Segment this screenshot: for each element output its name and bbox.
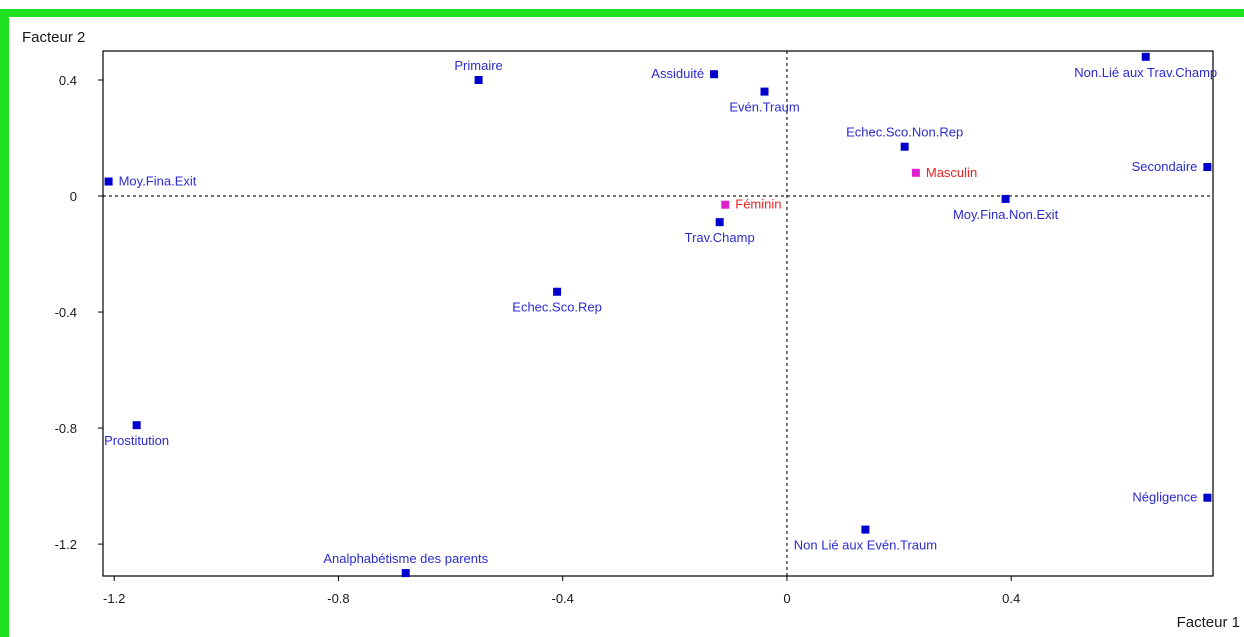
x-tick-label: -1.2 (103, 591, 125, 606)
data-point: Négligence (1132, 490, 1212, 505)
frame-left-border (0, 9, 9, 637)
x-tick-label: 0 (783, 591, 790, 606)
data-point: Non.Lié aux Trav.Champ (1074, 52, 1217, 80)
data-point: Assiduité (651, 66, 719, 81)
data-point: Masculin (911, 165, 977, 180)
data-point: Féminin (721, 197, 782, 212)
plot-border (102, 50, 1214, 577)
y-tick-label: 0 (70, 189, 77, 204)
point-label: Evén.Traum (729, 100, 799, 115)
plot-area (103, 51, 1213, 576)
point-marker (1141, 52, 1150, 61)
point-marker (861, 525, 870, 534)
point-label: Primaire (454, 58, 502, 73)
point-marker (132, 421, 141, 430)
data-point: Non Lié aux Evén.Traum (794, 525, 937, 553)
point-label: Prostitution (104, 433, 169, 448)
point-label: Trav.Champ (685, 230, 755, 245)
point-marker (1203, 493, 1212, 502)
point-marker (760, 87, 769, 96)
point-marker (911, 168, 920, 177)
point-marker (721, 200, 730, 209)
data-point: Trav.Champ (685, 218, 755, 245)
point-marker (401, 569, 410, 578)
x-axis-title: Facteur 1 (1177, 614, 1240, 631)
point-marker (1203, 163, 1212, 172)
point-label: Non Lié aux Evén.Traum (794, 538, 937, 553)
y-tick-label: -1.2 (55, 537, 77, 552)
point-label: Féminin (735, 197, 781, 212)
point-label: Assiduité (651, 66, 704, 81)
data-point: Analphabétisme des parents (323, 551, 489, 578)
data-point: Moy.Fina.Non.Exit (953, 194, 1059, 222)
x-tick-label: 0.4 (1002, 591, 1020, 606)
data-point: Prostitution (104, 421, 169, 448)
point-label: Echec.Sco.Non.Rep (846, 125, 963, 140)
point-label: Moy.Fina.Non.Exit (953, 207, 1059, 222)
point-label: Analphabétisme des parents (323, 551, 488, 566)
y-tick-label: -0.8 (55, 421, 77, 436)
point-marker (553, 287, 562, 296)
y-tick-label: -0.4 (55, 305, 77, 320)
point-marker (900, 142, 909, 151)
point-marker (715, 218, 724, 227)
point-marker (104, 177, 113, 186)
data-point: Echec.Sco.Non.Rep (846, 125, 963, 151)
x-tick-label: -0.8 (327, 591, 349, 606)
y-tick-label: 0.4 (59, 73, 77, 88)
point-marker (1001, 194, 1010, 203)
point-label: Masculin (926, 165, 977, 180)
data-point: Secondaire (1132, 159, 1212, 174)
data-point: Moy.Fina.Exit (104, 174, 197, 189)
frame-top-border (0, 9, 1244, 17)
point-label: Secondaire (1132, 159, 1198, 174)
data-point: Echec.Sco.Rep (512, 287, 602, 315)
point-marker (710, 70, 719, 79)
point-marker (474, 76, 483, 85)
data-point: Primaire (454, 58, 503, 85)
point-label: Négligence (1132, 490, 1197, 505)
point-label: Echec.Sco.Rep (512, 300, 602, 315)
y-axis-title: Facteur 2 (22, 29, 85, 46)
point-label: Non.Lié aux Trav.Champ (1074, 65, 1217, 80)
point-label: Moy.Fina.Exit (119, 174, 197, 189)
data-point: Evén.Traum (729, 87, 800, 115)
x-tick-label: -0.4 (551, 591, 573, 606)
